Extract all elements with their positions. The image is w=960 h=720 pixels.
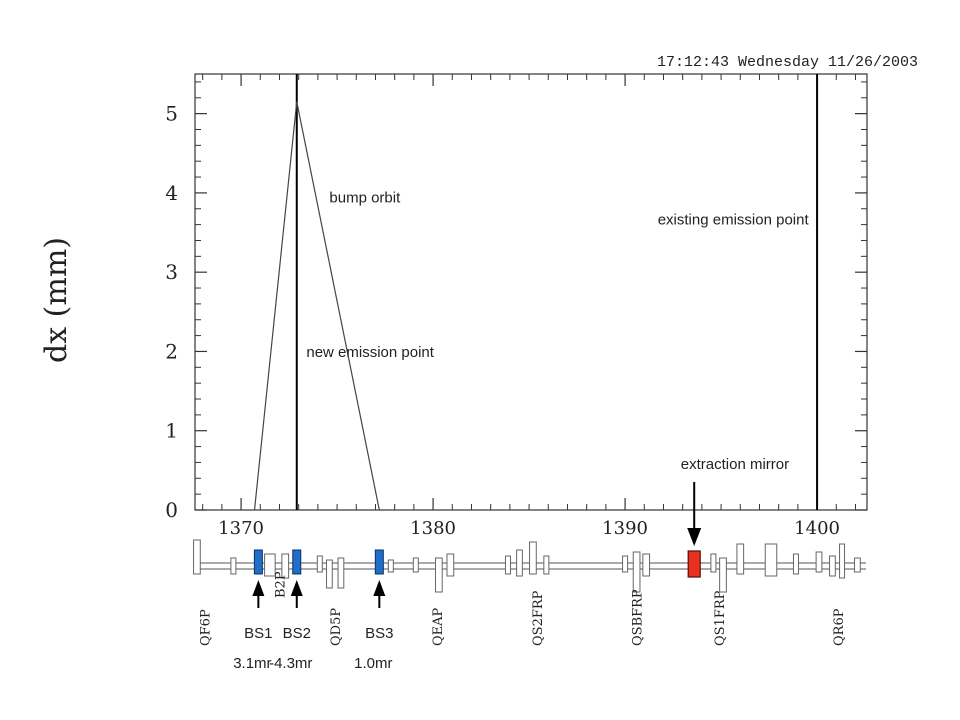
- extraction-mirror-red: [687, 550, 701, 578]
- lattice-beamline: QF6P B2P QD5P QEAP QS2FRP QSBFRP QS1FRP QR6P BS1…: [193, 482, 866, 672]
- lattice-element: [829, 555, 836, 577]
- element-label: QS1FRP: [713, 590, 728, 646]
- element-label: QSBFRP: [631, 589, 646, 646]
- lattice-element: [281, 553, 290, 579]
- lattice-element: [543, 555, 550, 575]
- lattice-element: [710, 553, 717, 573]
- y-tick-label: 5: [165, 102, 178, 126]
- lattice-element: [326, 559, 333, 589]
- lattice-element: [387, 559, 394, 573]
- y-tick-label: 1: [165, 419, 178, 443]
- mirror-arrow-head: [687, 528, 702, 546]
- series-line: [253, 101, 380, 511]
- bump-kick: 3.1mr: [233, 655, 271, 672]
- element-label: QEAP: [431, 607, 446, 646]
- lattice-element: [815, 551, 823, 573]
- annotation-label: new emission point: [306, 344, 434, 361]
- y-tick-label: 3: [165, 260, 178, 284]
- element-label: QD5P: [329, 608, 344, 646]
- lattice-element: [412, 557, 419, 573]
- bump-kick: -4.3mr: [269, 655, 312, 672]
- annotation-label: existing emission point: [658, 212, 810, 229]
- y-tick-label: 4: [165, 181, 178, 205]
- bump-magnet-blue: [374, 549, 384, 575]
- lattice-element: [264, 553, 276, 577]
- element-label: QF6P: [199, 609, 214, 646]
- lattice-element: [719, 557, 727, 593]
- bump-name: BS2: [283, 625, 311, 642]
- y-tick-label: 0: [165, 498, 178, 522]
- bump-kick: 1.0mr: [354, 655, 392, 672]
- x-tick-label: 1370: [218, 518, 264, 539]
- timestamp: 17:12:43 Wednesday 11/26/2003: [657, 54, 918, 71]
- lattice-element: [792, 553, 799, 575]
- x-tick-label: 1390: [602, 518, 648, 539]
- bump-magnet-blue: [292, 549, 302, 575]
- bump-arrow-head: [290, 580, 303, 596]
- lattice-element: [854, 557, 861, 573]
- annotation-label: extraction mirror: [681, 456, 789, 473]
- lattice-element: [642, 553, 651, 577]
- lattice-element: [764, 543, 778, 577]
- bump-name: BS3: [365, 625, 393, 642]
- bump-arrow-head: [373, 580, 386, 596]
- lattice-element: [316, 555, 323, 573]
- bump-magnet-blue: [253, 549, 263, 575]
- lattice-element: [230, 557, 237, 575]
- lattice-element: [736, 543, 745, 575]
- bump-orbit-series: [253, 74, 819, 511]
- lattice-element: [434, 557, 443, 593]
- plot-axes: 0 1 2 3 4 5 1370 1380 1390 1400: [165, 73, 868, 539]
- element-label: QS2FRP: [531, 590, 546, 646]
- lattice-element: [529, 541, 537, 575]
- y-tick-label: 2: [165, 339, 178, 363]
- lattice-element: [337, 557, 345, 589]
- lattice-element: [504, 555, 511, 575]
- lattice-element: [632, 551, 641, 593]
- plot-frame: [194, 73, 868, 511]
- element-label: B2P: [273, 571, 288, 598]
- lattice-element: [622, 555, 629, 573]
- annotation-label: bump orbit: [329, 189, 401, 206]
- x-tick-label: 1380: [410, 518, 456, 539]
- x-tick-label: 1400: [794, 518, 840, 539]
- element-label: QR6P: [832, 608, 847, 646]
- bump-arrow-head: [252, 580, 265, 596]
- lattice-element: [446, 553, 455, 577]
- y-axis-label: dx (mm): [39, 237, 74, 363]
- bump-name: BS1: [244, 625, 272, 642]
- annotations: bump orbit existing emission point new emi…: [306, 189, 809, 472]
- lattice-element: [516, 549, 523, 577]
- lattice-element: [193, 539, 201, 575]
- lattice-element: [839, 543, 846, 579]
